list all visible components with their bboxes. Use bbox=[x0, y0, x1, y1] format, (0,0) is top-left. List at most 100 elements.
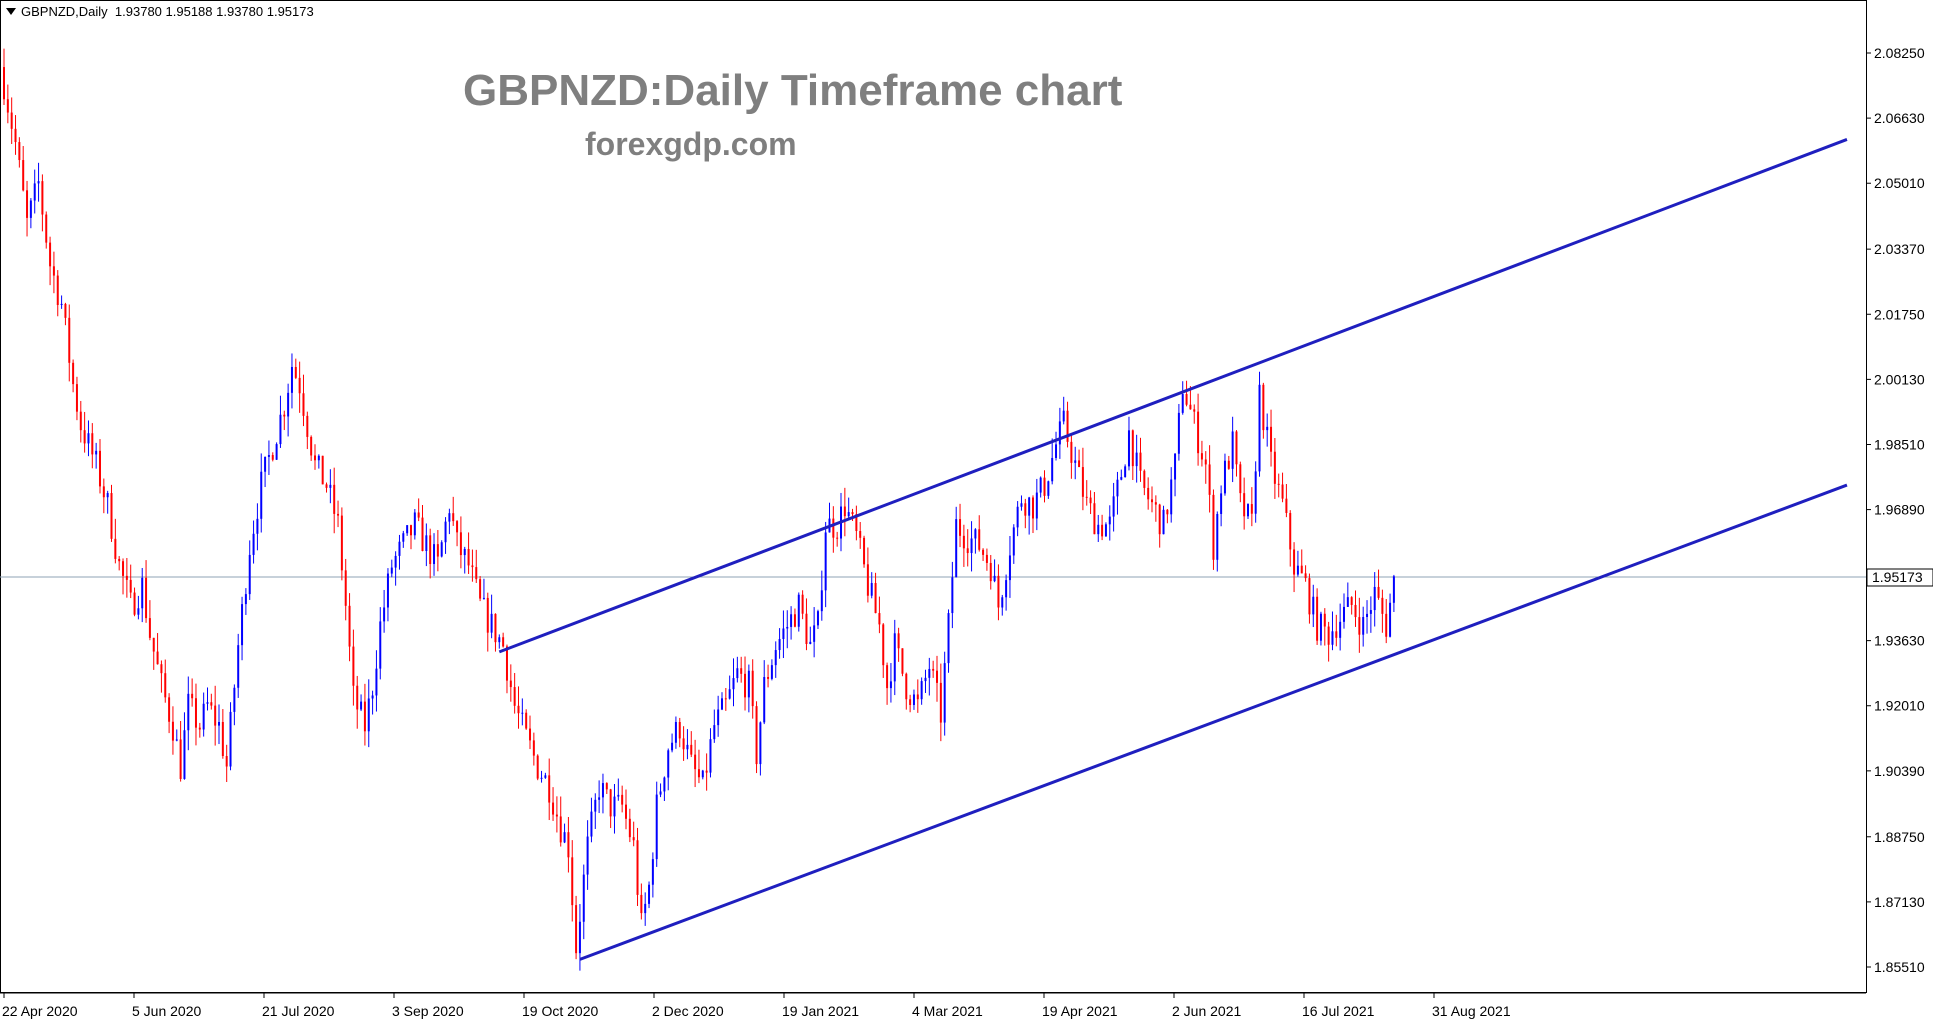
bearish-candle bbox=[936, 670, 938, 683]
bearish-candle bbox=[459, 532, 462, 556]
bearish-candle bbox=[1043, 477, 1046, 496]
bearish-candle bbox=[129, 579, 132, 593]
bearish-candle bbox=[705, 770, 708, 773]
bearish-candle bbox=[1151, 499, 1154, 503]
bullish-candle bbox=[244, 594, 247, 605]
bearish-candle bbox=[1197, 411, 1200, 454]
bearish-candle bbox=[855, 514, 858, 531]
bullish-candle bbox=[290, 366, 293, 393]
bearish-candle bbox=[989, 562, 992, 582]
bullish-candle bbox=[586, 836, 589, 875]
y-tick-label: 2.03370 bbox=[1874, 241, 1925, 257]
bearish-candle bbox=[1243, 493, 1246, 517]
bearish-candle bbox=[475, 567, 478, 580]
bearish-candle bbox=[314, 455, 316, 461]
bearish-candle bbox=[1024, 503, 1027, 516]
bullish-candle bbox=[237, 645, 240, 688]
y-tick-label: 2.06630 bbox=[1874, 110, 1925, 126]
bullish-candle bbox=[955, 519, 958, 578]
bearish-candle bbox=[901, 648, 904, 674]
bearish-candle bbox=[982, 549, 985, 555]
bearish-candle bbox=[26, 190, 29, 218]
bullish-candle bbox=[137, 608, 140, 615]
bullish-candle bbox=[816, 611, 819, 626]
bearish-candle bbox=[1185, 394, 1188, 405]
bullish-candle bbox=[813, 625, 816, 642]
bullish-candle bbox=[663, 777, 666, 792]
current-price-tag: 1.95173 bbox=[1866, 568, 1933, 587]
bullish-candle bbox=[889, 681, 892, 689]
bearish-candle bbox=[22, 160, 25, 191]
bullish-candle bbox=[1124, 466, 1127, 478]
bullish-candle bbox=[1020, 503, 1023, 507]
bullish-candle bbox=[279, 414, 282, 445]
bearish-candle bbox=[436, 544, 439, 557]
bullish-candle bbox=[267, 455, 270, 457]
bullish-candle bbox=[728, 689, 731, 699]
x-tick-label: 19 Oct 2020 bbox=[522, 1003, 598, 1019]
bearish-candle bbox=[56, 275, 59, 306]
bullish-candle bbox=[1039, 477, 1042, 493]
bullish-candle bbox=[790, 614, 793, 627]
bullish-candle bbox=[686, 744, 689, 750]
bearish-candle bbox=[978, 529, 981, 550]
bearish-candle bbox=[49, 242, 52, 267]
lower-trendline[interactable] bbox=[579, 483, 1848, 961]
bearish-candle bbox=[886, 665, 889, 689]
bullish-candle bbox=[1312, 596, 1315, 615]
upper-trendline[interactable] bbox=[498, 138, 1848, 654]
bearish-candle bbox=[456, 521, 459, 533]
bullish-candle bbox=[1047, 481, 1050, 496]
x-tick-label: 21 Jul 2020 bbox=[262, 1003, 335, 1019]
bearish-candle bbox=[340, 515, 343, 571]
bearish-candle bbox=[210, 702, 213, 706]
bearish-candle bbox=[298, 377, 301, 394]
y-tick-label: 1.85510 bbox=[1874, 959, 1925, 975]
bearish-candle bbox=[494, 613, 497, 643]
bearish-candle bbox=[1070, 441, 1073, 463]
bullish-candle bbox=[1339, 621, 1342, 638]
bearish-candle bbox=[571, 857, 574, 906]
bearish-candle bbox=[916, 694, 919, 700]
bullish-candle bbox=[759, 722, 762, 765]
y-tick-label: 2.05010 bbox=[1874, 175, 1925, 191]
bullish-candle bbox=[444, 521, 447, 543]
bearish-candle bbox=[575, 905, 578, 954]
bullish-candle bbox=[920, 681, 923, 700]
bullish-candle bbox=[1177, 412, 1180, 454]
dropdown-triangle-icon[interactable] bbox=[6, 8, 16, 15]
bullish-candle bbox=[440, 542, 443, 557]
bullish-candle bbox=[648, 884, 651, 904]
bearish-candle bbox=[932, 668, 935, 671]
chart-subtitle: forexgdp.com bbox=[585, 126, 797, 162]
bullish-candle bbox=[433, 544, 436, 565]
bearish-candle bbox=[678, 721, 681, 739]
bullish-candle bbox=[1062, 410, 1065, 422]
bearish-candle bbox=[171, 721, 174, 741]
bullish-candle bbox=[786, 626, 789, 629]
bullish-candle bbox=[847, 512, 850, 517]
bullish-candle bbox=[820, 590, 823, 612]
bearish-candle bbox=[1212, 494, 1215, 560]
bearish-candle bbox=[72, 362, 75, 385]
bullish-candle bbox=[824, 532, 827, 591]
bearish-candle bbox=[740, 668, 743, 674]
bullish-candle bbox=[386, 573, 389, 608]
bearish-candle bbox=[409, 525, 412, 536]
bearish-candle bbox=[91, 433, 94, 455]
bullish-candle bbox=[482, 597, 485, 599]
bearish-candle bbox=[755, 706, 758, 765]
bearish-candle bbox=[1193, 409, 1196, 412]
bullish-candle bbox=[1120, 477, 1123, 480]
bearish-candle bbox=[225, 755, 228, 767]
bearish-candle bbox=[724, 698, 727, 700]
candles-group bbox=[3, 48, 1395, 971]
bearish-candle bbox=[532, 740, 535, 756]
bearish-candle bbox=[1293, 549, 1296, 575]
bearish-candle bbox=[628, 818, 631, 838]
bearish-candle bbox=[3, 67, 5, 100]
bearish-candle bbox=[767, 677, 770, 679]
bullish-candle bbox=[655, 794, 658, 860]
bullish-candle bbox=[720, 698, 723, 710]
